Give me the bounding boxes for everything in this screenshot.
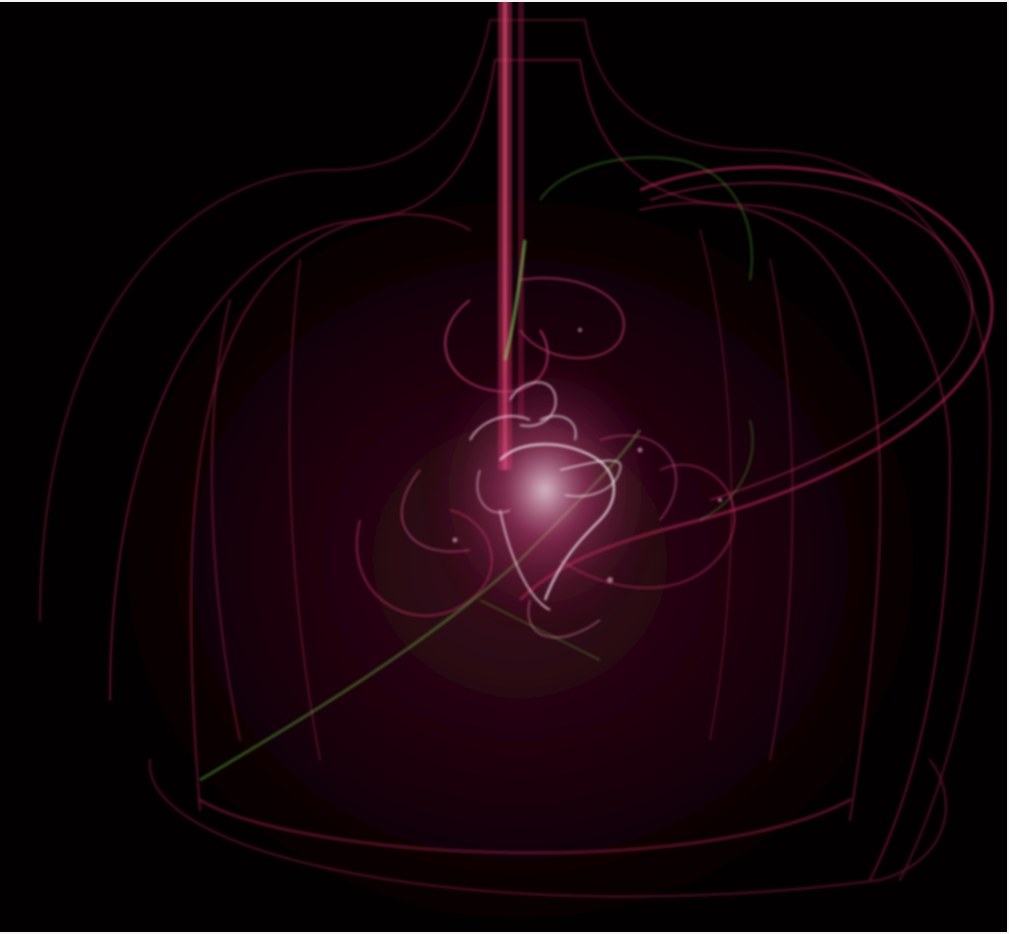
right-border bbox=[1007, 0, 1009, 934]
top-border bbox=[0, 0, 1009, 2]
central-stem bbox=[498, 0, 524, 470]
core-cluster bbox=[469, 381, 622, 611]
outer-shells bbox=[38, 18, 992, 899]
core-glow bbox=[425, 350, 665, 630]
wisps bbox=[452, 328, 722, 583]
bottom-border bbox=[0, 932, 1009, 934]
